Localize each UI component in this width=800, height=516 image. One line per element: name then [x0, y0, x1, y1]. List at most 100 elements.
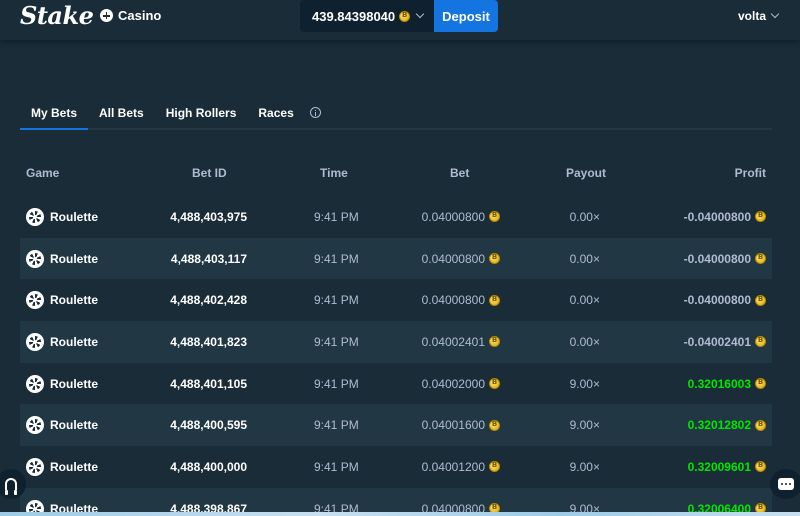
game-name: Roulette: [50, 418, 98, 433]
bitcoin-coin-icon: [489, 294, 500, 306]
bet-id[interactable]: 4,488,403,117: [170, 251, 247, 266]
payout-multiplier: 9.00×: [569, 376, 600, 391]
game-name: Roulette: [50, 334, 98, 349]
bet-amount: 0.04000800: [421, 251, 485, 266]
profit-cell: -0.04000800: [684, 279, 766, 321]
bet-id[interactable]: 4,488,401,105: [170, 376, 247, 391]
profit-amount: -0.04002401: [683, 334, 751, 349]
game-cell[interactable]: Roulette: [26, 279, 98, 321]
table-row[interactable]: Roulette 4,488,403,117 9:41 PM 0.04000800 0.…: [20, 237, 772, 280]
game-name: Roulette: [50, 209, 98, 224]
bet-time: 9:41 PM: [314, 209, 359, 224]
game-cell[interactable]: Roulette: [26, 404, 98, 446]
plus-circle-icon: [100, 9, 113, 22]
bitcoin-coin-icon: [755, 253, 766, 265]
bet-amount: 0.04001600: [421, 418, 485, 433]
casino-nav-link[interactable]: Casino: [100, 8, 161, 23]
chevron-down-icon: [770, 9, 780, 19]
profit-amount: -0.04000800: [683, 251, 751, 266]
roulette-icon: [26, 499, 44, 516]
tab-races[interactable]: Races: [258, 106, 294, 120]
roulette-icon: [26, 249, 44, 268]
deposit-button[interactable]: Deposit: [434, 0, 498, 32]
bet-id[interactable]: 4,488,401,823: [170, 334, 247, 349]
table-row[interactable]: Roulette 4,488,400,595 9:41 PM 0.04001600 9.…: [20, 404, 772, 447]
bitcoin-coin-icon: [489, 419, 500, 431]
column-header-bet: Bet: [450, 166, 470, 180]
bet-id[interactable]: 4,488,400,000: [170, 459, 247, 474]
bet-time: 9:41 PM: [314, 334, 359, 349]
username: volta: [737, 9, 766, 23]
bet-amount-cell: 0.04002401: [422, 321, 500, 363]
payout-multiplier: 0.00×: [569, 209, 600, 224]
bitcoin-coin-icon: [755, 294, 766, 306]
game-name: Roulette: [50, 376, 98, 391]
balance-value: 439.84398040: [312, 8, 396, 24]
bitcoin-coin-icon: [489, 336, 500, 348]
user-menu[interactable]: volta: [737, 9, 780, 23]
bitcoin-coin-icon: [755, 211, 766, 223]
info-icon[interactable]: [309, 107, 321, 118]
tab-high-rollers[interactable]: High Rollers: [165, 106, 237, 120]
payout-multiplier: 9.00×: [569, 459, 600, 474]
bets-tabs: My Bets All Bets High Rollers Races: [20, 98, 772, 130]
column-header-payout: Payout: [566, 166, 607, 180]
bet-time: 9:41 PM: [314, 418, 359, 433]
game-cell[interactable]: Roulette: [26, 446, 98, 488]
bet-id[interactable]: 4,488,400,595: [170, 418, 247, 433]
game-cell[interactable]: Roulette: [26, 363, 98, 405]
table-row[interactable]: Roulette 4,488,402,428 9:41 PM 0.04000800 0.…: [20, 279, 772, 321]
tab-my-bets[interactable]: My Bets: [20, 98, 89, 130]
bitcoin-coin-icon: [489, 253, 500, 265]
bet-amount: 0.04002000: [421, 376, 485, 391]
bitcoin-coin-icon: [755, 378, 766, 390]
bet-id[interactable]: 4,488,403,975: [170, 209, 247, 224]
game-cell[interactable]: Roulette: [26, 238, 98, 280]
table-row[interactable]: Roulette 4,488,401,105 9:41 PM 0.04002000 9.…: [20, 363, 772, 405]
game-cell[interactable]: Roulette: [26, 196, 98, 238]
bet-amount: 0.04001200: [421, 459, 485, 474]
profit-cell: -0.04002401: [684, 321, 766, 363]
bet-time: 9:41 PM: [314, 251, 359, 266]
game-name: Roulette: [50, 293, 98, 308]
payout-multiplier: 0.00×: [569, 251, 600, 266]
headset-icon: [5, 478, 17, 495]
profit-amount: 0.32009601: [687, 459, 751, 474]
bitcoin-coin-icon: [399, 10, 411, 22]
bet-id[interactable]: 4,488,402,428: [170, 293, 247, 308]
bet-amount-cell: 0.04000800: [422, 196, 500, 238]
game-name: Roulette: [50, 251, 98, 266]
bet-amount-cell: 0.04000800: [422, 279, 500, 321]
profit-cell: -0.04000800: [684, 196, 766, 238]
casino-label: Casino: [118, 8, 162, 23]
table-row[interactable]: Roulette 4,488,400,000 9:41 PM 0.04001200 9.…: [20, 446, 772, 488]
stake-logo[interactable]: Stake: [20, 1, 94, 30]
roulette-icon: [26, 374, 44, 393]
bitcoin-coin-icon: [755, 336, 766, 348]
payout-multiplier: 9.00×: [569, 418, 600, 433]
bet-amount-cell: 0.04001200: [422, 446, 500, 488]
bet-amount: 0.04000800: [421, 293, 485, 308]
profit-amount: -0.04000800: [683, 293, 751, 308]
payout-multiplier: 0.00×: [569, 293, 600, 308]
column-header-game: Game: [26, 166, 60, 180]
chevron-down-icon: [415, 9, 425, 19]
bet-amount-cell: 0.04002000: [422, 363, 500, 405]
chat-button[interactable]: [770, 469, 800, 499]
bet-time: 9:41 PM: [314, 376, 359, 391]
tab-all-bets[interactable]: All Bets: [99, 106, 144, 120]
profit-cell: 0.32009601: [688, 446, 766, 488]
bitcoin-coin-icon: [755, 461, 766, 473]
column-header-bet-id: Bet ID: [192, 166, 227, 180]
column-header-profit: Profit: [734, 166, 766, 180]
bet-amount-cell: 0.04000800: [422, 238, 500, 280]
support-button[interactable]: [0, 469, 26, 499]
table-row[interactable]: Roulette 4,488,401,823 9:41 PM 0.04002401 0.…: [20, 321, 772, 363]
roulette-icon: [26, 291, 44, 310]
profit-amount: -0.04000800: [683, 209, 751, 224]
balance-selector[interactable]: 439.84398040: [300, 0, 434, 32]
game-cell[interactable]: Roulette: [26, 321, 98, 363]
roulette-icon: [26, 332, 44, 351]
table-row[interactable]: Roulette 4,488,403,975 9:41 PM 0.04000800 0.…: [20, 196, 772, 238]
taskbar-strip: [0, 512, 800, 516]
